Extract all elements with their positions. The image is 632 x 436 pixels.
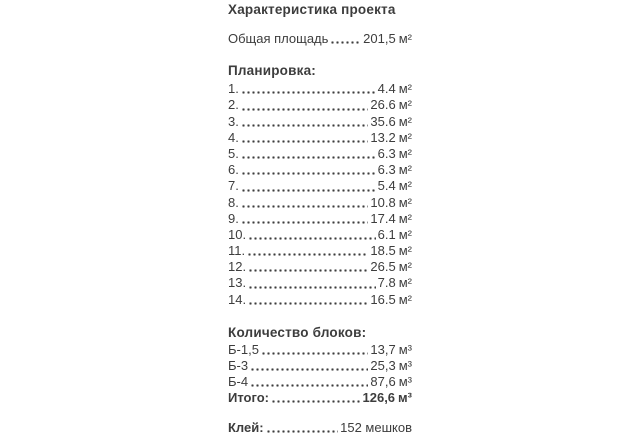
unit-label: м² [398,81,412,97]
dot-leader [330,41,362,45]
dot-leader [240,204,369,208]
glue-label: Клей: [228,419,264,435]
planning-row: 12. 26.5 м² [228,259,412,275]
dot-leader [240,91,376,95]
dot-leader [250,383,369,387]
dot-leader [248,301,369,305]
page-title: Характеристика проекта [228,2,396,17]
unit-label: м³ [398,373,412,389]
blocks-row: Б-1,5 13,7 м³ [228,341,412,357]
planning-heading: Планировка: [228,63,316,79]
planning-row: 13. 7.8 м² [228,275,412,291]
dot-leader [240,107,369,111]
dot-leader [250,367,369,371]
dot-leader [260,351,369,355]
unit-label: м² [398,194,412,210]
unit-label: м² [398,162,412,178]
unit-label: м³ [398,341,412,357]
unit-label: м² [398,129,412,145]
dot-leader [240,123,369,127]
unit-label: м² [398,178,412,194]
unit-label: м² [398,226,412,242]
dot-leader [240,220,369,224]
blocks-row: Б-4 87,6 м³ [228,373,412,389]
unit-label: м² [398,291,412,307]
unit-label: м² [398,145,412,161]
dot-leader [248,285,376,289]
planning-row: 5. 6.3 м² [228,145,412,161]
planning-row: 11. 18.5 м² [228,243,412,259]
dot-leader [240,139,369,143]
total-area-row: Общая площадь 201,5 м² [228,31,412,47]
planning-row: 6. 6.3 м² [228,162,412,178]
planning-row: 2. 26.6 м² [228,97,412,113]
planning-row: 8. 10.8 м² [228,194,412,210]
dot-leader [247,253,369,257]
total-area-value: 201,5 м² [363,31,412,46]
planning-row: 10. 6.1 м² [228,226,412,242]
dot-leader [240,188,376,192]
glue-value: 152 мешков [340,419,412,435]
blocks-list: Б-1,5 13,7 м³ Б-3 25,3 м³ Б-4 87,6 м³ Итого: 12… [228,342,412,406]
unit-label: м³ [398,389,412,405]
planning-row: 3. 35.6 м² [228,113,412,129]
unit-label: м² [398,97,412,113]
unit-label: м² [398,113,412,129]
unit-label: м³ [398,357,412,373]
blocks-row: Б-3 25,3 м³ [228,357,412,373]
planning-row: 9. 17.4 м² [228,210,412,226]
total-area-label: Общая площадь [228,31,329,46]
dot-leader [271,399,361,403]
dot-leader [248,269,369,273]
dot-leader [248,237,376,241]
planning-row: 14. 16.5 м² [228,291,412,307]
planning-row: 7. 5.4 м² [228,178,412,194]
unit-label: м² [398,243,412,259]
planning-row: 1. 4.4 м² [228,81,412,97]
planning-list: 1. 4.4 м² 2. 26.6 м² 3. 35.6 м² 4. 13.2 м² 5. 6.3… [228,81,412,308]
dot-leader [240,172,376,176]
unit-label: м² [398,259,412,275]
blocks-total-row: Итого: 126,6 м³ [228,389,412,405]
unit-label: м² [398,31,412,46]
dot-leader [265,430,339,433]
unit-label: м² [398,275,412,291]
glue-row: Клей: 152 мешков [228,420,412,436]
blocks-heading: Количество блоков: [228,324,367,340]
characteristics-panel: Характеристика проекта Общая площадь 201… [228,0,412,436]
dot-leader [240,156,376,160]
unit-label: м² [398,210,412,226]
planning-row: 4. 13.2 м² [228,129,412,145]
